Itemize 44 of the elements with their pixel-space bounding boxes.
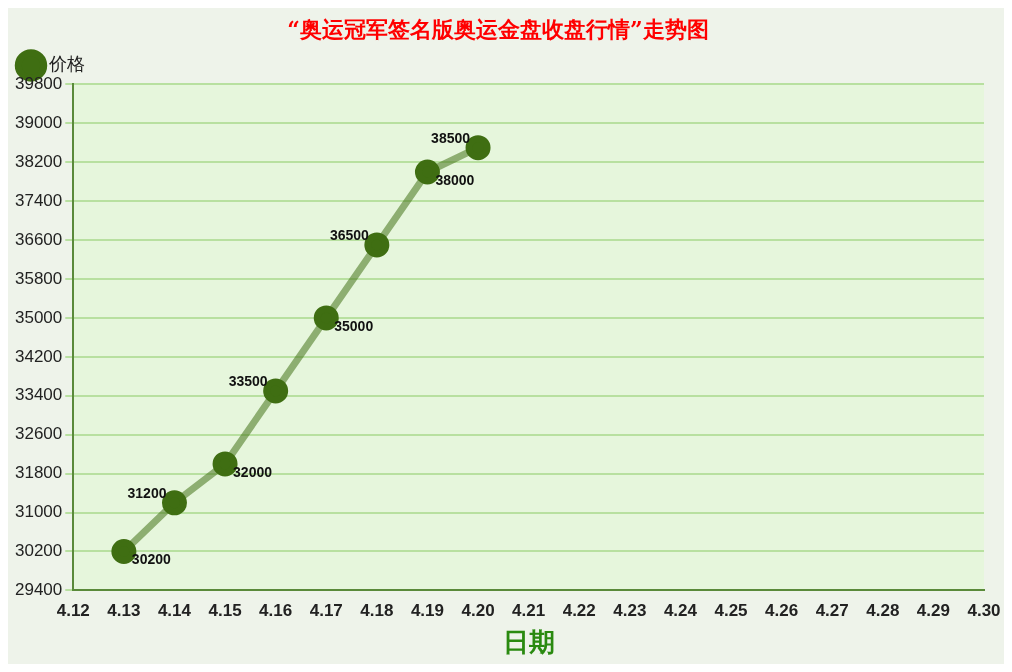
- y-tick-label: 30200: [14, 541, 63, 561]
- x-tick-label: 4.14: [157, 601, 192, 621]
- chart-title: “奥运冠军签名版奥运金盘收盘行情”走势图: [287, 15, 709, 42]
- x-axis-title: 日期: [502, 627, 555, 658]
- y-tick-label: 33400: [14, 385, 63, 405]
- data-label: 31200: [127, 484, 167, 501]
- y-tick-label: 31000: [14, 502, 63, 522]
- y-tick-label: 29400: [14, 580, 63, 600]
- x-tick-label: 4.29: [916, 601, 950, 621]
- y-tick-label: 35800: [14, 268, 63, 288]
- y-tick-label: 34200: [14, 346, 63, 366]
- x-tick-label: 4.22: [562, 601, 596, 621]
- x-tick-label: 4.15: [208, 601, 242, 621]
- y-tick-label: 39800: [14, 74, 63, 94]
- y-tick-label: 32600: [14, 424, 63, 444]
- data-label: 36500: [329, 226, 370, 243]
- x-tick-label: 4.26: [765, 601, 799, 621]
- legend-label: 价格: [48, 53, 85, 75]
- data-label: 32000: [233, 463, 273, 480]
- x-tick-label: 4.20: [461, 601, 495, 621]
- x-tick-label: 4.24: [663, 601, 698, 621]
- y-tick-label: 35000: [14, 307, 63, 327]
- y-tick-label: 38200: [14, 151, 63, 171]
- x-tick-label: 4.21: [512, 601, 546, 621]
- x-tick-label: 4.30: [967, 601, 1001, 621]
- x-tick-label: 4.23: [613, 601, 647, 621]
- data-label: 30200: [131, 551, 172, 568]
- data-label: 35000: [334, 317, 374, 334]
- y-tick-label: 31800: [14, 463, 63, 483]
- data-label: 38000: [435, 171, 475, 188]
- data-label: 33500: [228, 372, 268, 389]
- x-tick-label: 4.17: [309, 601, 343, 621]
- x-tick-label: 4.19: [410, 601, 444, 621]
- x-tick-label: 4.28: [866, 601, 900, 621]
- x-tick-label: 4.27: [815, 601, 849, 621]
- x-tick-label: 4.12: [56, 601, 90, 621]
- x-tick-label: 4.18: [360, 601, 394, 621]
- data-label: 38500: [431, 129, 471, 146]
- x-tick-label: 4.16: [259, 601, 293, 621]
- x-tick-label: 4.13: [107, 601, 141, 621]
- y-tick-label: 36600: [14, 229, 63, 249]
- y-tick-label: 39000: [14, 113, 63, 133]
- y-tick-label: 37400: [14, 190, 63, 210]
- x-tick-label: 4.25: [714, 601, 748, 621]
